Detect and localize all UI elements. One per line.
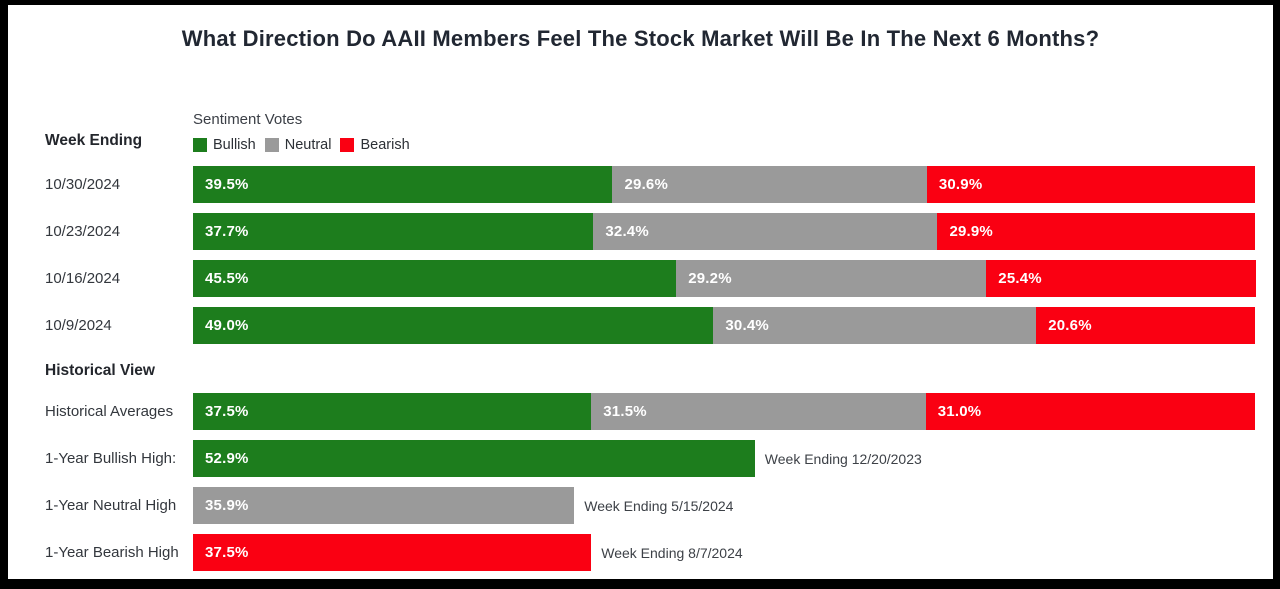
bar-value-label: 52.9% <box>205 450 249 467</box>
row-label: 1-Year Bearish High <box>45 544 179 561</box>
chart-row: 1-Year Bearish High 37.5% Week Ending 8/7/… <box>8 534 1273 571</box>
legend-swatch-bearish <box>340 138 355 152</box>
week-rows: 10/30/2024 39.5% 29.6% 30.9% 10/23/2024 37.7%… <box>8 166 1273 354</box>
bar-annotation: Week Ending 8/7/2024 <box>601 544 743 561</box>
legend-item-neutral: Neutral <box>264 137 332 153</box>
bar-value-label: 37.5% <box>205 544 249 561</box>
row-label: Historical Averages <box>45 403 174 420</box>
bar-value-label: 29.6% <box>624 176 669 193</box>
legend-item-label: Neutral <box>284 137 332 153</box>
legend-item-label: Bullish <box>213 137 256 153</box>
chart-row: 1-Year Neutral High 35.9% Week Ending 5/15… <box>8 487 1273 524</box>
bar-segment-bullish: 39.5% <box>193 166 613 203</box>
bar-value-label: 32.4% <box>605 223 649 240</box>
bar-annotation: Week Ending 5/15/2024 <box>584 497 734 514</box>
bar-segment-bearish: 25.4% <box>986 260 1257 297</box>
bar-segment-neutral: 29.6% <box>612 166 927 203</box>
bar-track: 37.5% 31.5% 31.0% <box>193 393 1255 430</box>
bar-track: 52.9% Week Ending 12/20/2023 <box>193 440 1255 477</box>
legend-item-label: Bearish <box>360 137 410 153</box>
bar-value-label: 30.9% <box>938 176 983 193</box>
bar-segment-neutral: 35.9% <box>193 487 575 524</box>
bar-value-label: 37.5% <box>205 403 249 420</box>
bar-value-label: 25.4% <box>998 270 1042 287</box>
bar-value-label: 31.5% <box>603 403 647 420</box>
chart-canvas: What Direction Do AAII Members Feel The … <box>8 5 1273 579</box>
bar-segment-neutral: 32.4% <box>593 213 938 250</box>
bar-value-label: 37.7% <box>205 223 249 240</box>
bar-value-label: 49.0% <box>205 317 249 334</box>
legend-title: Sentiment Votes <box>193 111 303 128</box>
bar-value-label: 20.6% <box>1048 317 1092 334</box>
section-heading-historical-view: Historical View <box>45 362 155 379</box>
row-label: 10/9/2024 <box>45 317 112 334</box>
bar-segment-bullish: 52.9% <box>193 440 755 477</box>
bar-segment-bearish: 37.5% <box>193 534 592 571</box>
chart-title: What Direction Do AAII Members Feel The … <box>181 26 1100 51</box>
bar-value-label: 29.2% <box>688 270 732 287</box>
legend-swatch-neutral <box>264 138 279 152</box>
row-label: 1-Year Neutral High <box>45 497 177 514</box>
bar-segment-bullish: 37.5% <box>193 393 592 430</box>
bar-segment-bearish: 30.9% <box>926 166 1255 203</box>
row-label: 1-Year Bullish High: <box>45 450 177 467</box>
bar-track: 37.7% 32.4% 29.9% <box>193 213 1255 250</box>
bar-segment-bearish: 31.0% <box>925 393 1255 430</box>
row-label: 10/16/2024 <box>45 270 121 287</box>
bar-value-label: 29.9% <box>949 223 993 240</box>
bar-value-label: 30.4% <box>725 317 769 334</box>
bar-track: 39.5% 29.6% 30.9% <box>193 166 1255 203</box>
bar-value-label: 35.9% <box>205 497 249 514</box>
chart-row: 10/16/2024 45.5% 29.2% 25.4% <box>8 260 1273 297</box>
row-label: 10/30/2024 <box>45 176 121 193</box>
bar-value-label: 39.5% <box>205 176 249 193</box>
bar-segment-bullish: 45.5% <box>193 260 677 297</box>
historical-rows: Historical Averages 37.5% 31.5% 31.0% 1-Year… <box>8 393 1273 581</box>
legend-swatch-bullish <box>193 138 207 152</box>
bar-track: 37.5% Week Ending 8/7/2024 <box>193 534 1255 571</box>
bar-segment-neutral: 31.5% <box>591 393 926 430</box>
bar-value-label: 31.0% <box>937 403 982 420</box>
bar-segment-neutral: 29.2% <box>676 260 987 297</box>
legend-item-bullish: Bullish <box>193 137 256 153</box>
bar-segment-bearish: 29.9% <box>937 213 1255 250</box>
bar-segment-bullish: 37.7% <box>193 213 594 250</box>
bar-value-label: 45.5% <box>205 270 249 287</box>
bar-segment-bullish: 49.0% <box>193 307 714 344</box>
legend: Sentiment Votes Bullish Neutral Bearish <box>193 111 410 153</box>
legend-item-bearish: Bearish <box>340 137 410 153</box>
bar-track: 35.9% Week Ending 5/15/2024 <box>193 487 1255 524</box>
bar-segment-bearish: 20.6% <box>1036 307 1255 344</box>
chart-row: 10/9/2024 49.0% 30.4% 20.6% <box>8 307 1273 344</box>
bar-track: 49.0% 30.4% 20.6% <box>193 307 1255 344</box>
chart-row: 1-Year Bullish High: 52.9% Week Ending 12/… <box>8 440 1273 477</box>
chart-row: 10/23/2024 37.7% 32.4% 29.9% <box>8 213 1273 250</box>
row-label: 10/23/2024 <box>45 223 121 240</box>
chart-row: Historical Averages 37.5% 31.5% 31.0% <box>8 393 1273 430</box>
chart-row: 10/30/2024 39.5% 29.6% 30.9% <box>8 166 1273 203</box>
bar-track: 45.5% 29.2% 25.4% <box>193 260 1257 297</box>
bar-annotation: Week Ending 12/20/2023 <box>764 450 922 467</box>
bar-segment-neutral: 30.4% <box>713 307 1037 344</box>
legend-items: Bullish Neutral Bearish <box>193 137 410 153</box>
section-heading-week-ending: Week Ending <box>45 132 143 149</box>
